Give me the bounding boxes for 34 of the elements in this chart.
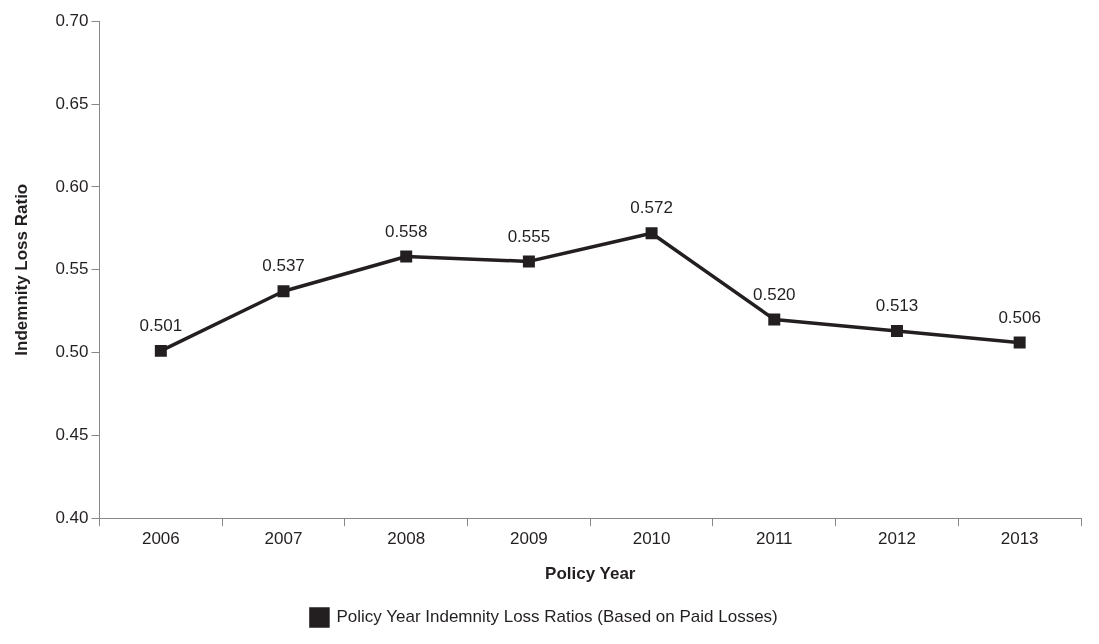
data-label: 0.572: [630, 198, 673, 218]
data-label: 0.537: [262, 256, 305, 276]
point: [277, 285, 290, 298]
point: [522, 255, 535, 268]
data-label: 0.558: [384, 221, 428, 241]
y-tick-label: 0.65: [55, 93, 89, 113]
x-tick-label: 2006: [141, 529, 180, 549]
x-axis-title: Policy Year: [545, 564, 636, 584]
y-tick-label: 0.50: [55, 342, 89, 362]
y-axis-title: Indemnity Loss Ratio: [11, 183, 31, 356]
point: [1013, 336, 1026, 349]
data-label: 0.501: [139, 316, 183, 336]
x-tick-label: 2011: [756, 529, 793, 549]
point: [890, 325, 903, 337]
y-tick-label: 0.60: [55, 176, 89, 196]
point: [645, 227, 658, 240]
legend-label: Policy Year Indemnity Loss Ratios (Based on Paid Losses): [336, 607, 778, 627]
y-tick-label: 0.45: [55, 425, 89, 445]
data-label: 0.513: [875, 296, 919, 316]
point: [768, 313, 781, 326]
x-tick-label: 2010: [632, 529, 671, 549]
point: [154, 344, 167, 357]
data-label: 0.506: [998, 307, 1041, 327]
x-tick-label: 2013: [1000, 529, 1039, 549]
y-tick-label: 0.55: [55, 259, 89, 279]
x-tick-label: 2012: [878, 529, 916, 549]
x-tick-label: 2007: [264, 529, 303, 549]
y-tick-label: 0.70: [55, 10, 89, 30]
x-tick-label: 2009: [509, 529, 548, 549]
data-label: 0.555: [507, 226, 551, 246]
x-tick-label: 2008: [387, 529, 426, 549]
y-tick-label: 0.40: [55, 507, 89, 527]
point: [400, 250, 413, 263]
data-label: 0.520: [753, 284, 796, 304]
